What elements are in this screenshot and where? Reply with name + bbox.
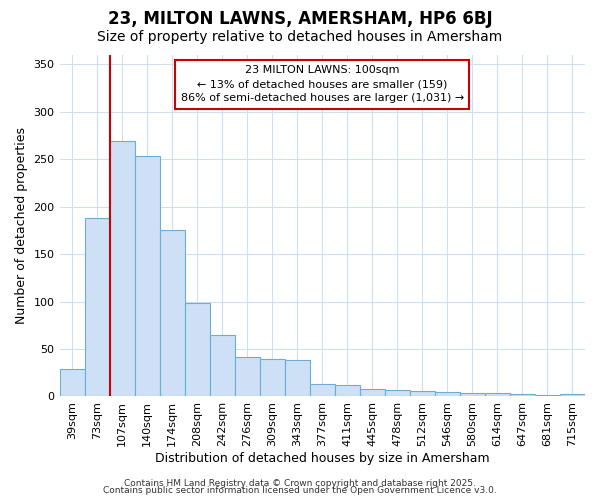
Bar <box>335 385 360 396</box>
Bar <box>560 394 585 396</box>
Bar <box>285 360 310 396</box>
Bar <box>110 142 134 396</box>
Bar <box>360 389 385 396</box>
Text: Contains public sector information licensed under the Open Government Licence v3: Contains public sector information licen… <box>103 486 497 495</box>
Bar <box>485 392 510 396</box>
Bar <box>185 302 209 396</box>
Text: 23, MILTON LAWNS, AMERSHAM, HP6 6BJ: 23, MILTON LAWNS, AMERSHAM, HP6 6BJ <box>107 10 493 28</box>
Bar <box>535 394 560 396</box>
Bar <box>260 358 285 397</box>
Bar <box>85 218 110 396</box>
Bar <box>385 390 410 396</box>
X-axis label: Distribution of detached houses by size in Amersham: Distribution of detached houses by size … <box>155 452 490 465</box>
Text: Contains HM Land Registry data © Crown copyright and database right 2025.: Contains HM Land Registry data © Crown c… <box>124 478 476 488</box>
Bar <box>235 356 260 397</box>
Bar <box>435 392 460 396</box>
Bar <box>134 156 160 396</box>
Text: 23 MILTON LAWNS: 100sqm
← 13% of detached houses are smaller (159)
86% of semi-d: 23 MILTON LAWNS: 100sqm ← 13% of detache… <box>181 65 464 103</box>
Bar <box>510 394 535 396</box>
Bar <box>410 391 435 396</box>
Bar <box>310 384 335 396</box>
Bar <box>460 392 485 396</box>
Bar <box>59 369 85 396</box>
Y-axis label: Number of detached properties: Number of detached properties <box>15 127 28 324</box>
Bar <box>160 230 185 396</box>
Text: Size of property relative to detached houses in Amersham: Size of property relative to detached ho… <box>97 30 503 44</box>
Bar <box>209 335 235 396</box>
